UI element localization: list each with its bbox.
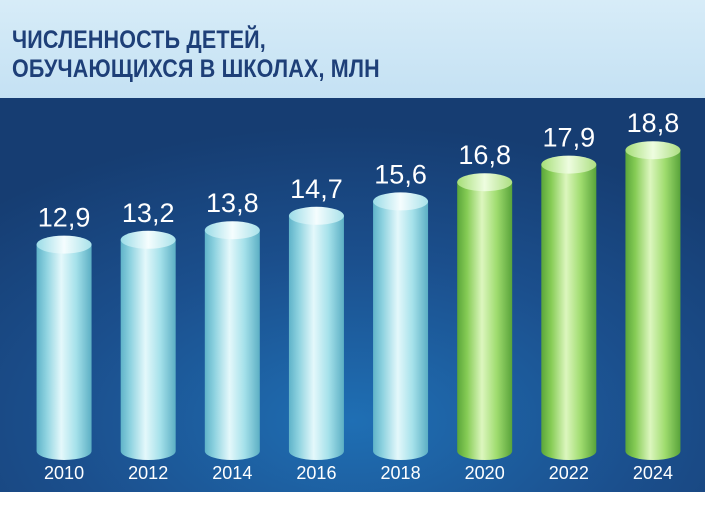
bar-top <box>373 192 429 211</box>
bar-2024: 18,8 2024 <box>625 108 681 483</box>
chart-title-line-1: ЧИСЛЕННОСТЬ ДЕТЕЙ, <box>12 26 266 54</box>
year-label: 2024 <box>633 463 673 483</box>
bar-2010: 12,9 2010 <box>36 203 92 483</box>
bar-body <box>625 150 681 460</box>
bottom-strip <box>0 492 705 508</box>
year-label: 2022 <box>549 463 589 483</box>
bar-2022: 17,9 2022 <box>541 123 597 483</box>
bar-top <box>541 155 597 174</box>
value-label: 14,7 <box>290 174 343 204</box>
value-label: 13,8 <box>206 188 259 218</box>
year-label: 2016 <box>296 463 336 483</box>
bar-chart: 12,9 2010 13,2 2012 13,8 2014 14,7 2016 15,6 2018… <box>0 98 705 492</box>
value-label: 18,8 <box>627 108 680 138</box>
chart-background <box>0 98 705 492</box>
bar-2012: 13,2 2012 <box>120 198 176 483</box>
bar-top <box>625 141 681 160</box>
bar-2014: 13,8 2014 <box>204 188 260 483</box>
value-label: 13,2 <box>122 198 175 228</box>
chart-title-line-2: ОБУЧАЮЩИХСЯ В ШКОЛАХ, МЛН <box>12 55 380 83</box>
year-label: 2014 <box>212 463 252 483</box>
bar-2018: 15,6 2018 <box>373 159 429 483</box>
bar-body <box>457 182 513 460</box>
bar-top <box>36 235 92 254</box>
bar-body <box>36 244 92 460</box>
year-label: 2018 <box>381 463 421 483</box>
bar-top <box>120 230 176 249</box>
title-banner: ЧИСЛЕННОСТЬ ДЕТЕЙ, ОБУЧАЮЩИХСЯ В ШКОЛАХ,… <box>0 0 705 98</box>
value-label: 16,8 <box>458 140 511 170</box>
bar-body <box>288 215 344 460</box>
year-label: 2020 <box>465 463 505 483</box>
bar-2020: 16,8 2020 <box>457 140 513 483</box>
value-label: 17,9 <box>543 123 596 153</box>
year-label: 2012 <box>128 463 168 483</box>
bar-top <box>288 206 344 225</box>
bar-body <box>541 164 597 460</box>
year-label: 2010 <box>44 463 84 483</box>
bar-top <box>457 173 513 192</box>
chart-title: ЧИСЛЕННОСТЬ ДЕТЕЙ, ОБУЧАЮЩИХСЯ В ШКОЛАХ,… <box>12 26 380 84</box>
bars-group: 12,9 2010 13,2 2012 13,8 2014 14,7 2016 15,6 2018… <box>36 108 681 483</box>
value-label: 15,6 <box>374 159 427 189</box>
bar-body <box>373 201 429 460</box>
bar-top <box>204 221 260 240</box>
bar-2016: 14,7 2016 <box>288 174 344 483</box>
value-label: 12,9 <box>38 203 91 233</box>
bar-body <box>204 230 260 460</box>
bar-body <box>120 239 176 460</box>
